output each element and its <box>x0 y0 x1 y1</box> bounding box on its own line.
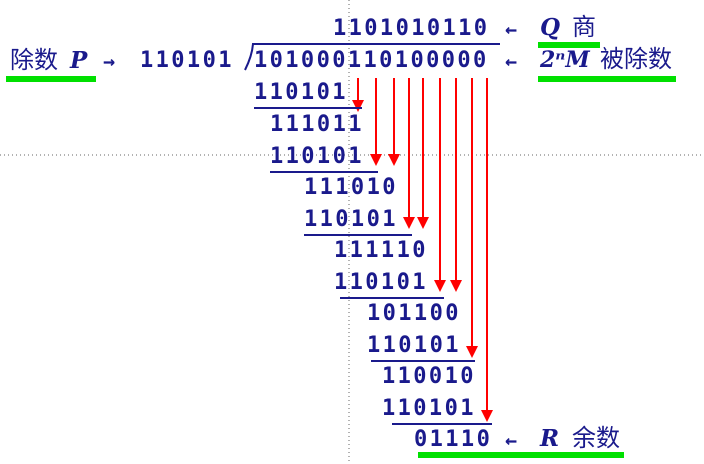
remainder-label: 余数 <box>572 424 620 452</box>
divisor-bits: 110101 <box>140 48 234 73</box>
red-arrows <box>352 78 493 422</box>
step-1-result: 111011 <box>270 112 364 137</box>
dividend-arrow: ← <box>505 49 518 73</box>
quotient-label: 商 <box>572 13 596 41</box>
dividend-variable: 2ⁿM <box>540 47 590 73</box>
step-2-underline <box>270 171 378 173</box>
step-3-subtrahend: 110101 <box>304 207 398 232</box>
step-5-subtrahend: 110101 <box>367 333 461 358</box>
step-4-underline <box>340 297 444 299</box>
quotient-arrow: ← <box>505 17 518 41</box>
step-1-subtrahend: 110101 <box>254 80 348 105</box>
divisor-variable: P <box>70 47 88 74</box>
dividend-label: 被除数 <box>600 45 672 73</box>
remainder-highlight <box>418 452 624 458</box>
step-4-subtrahend: 110101 <box>334 270 428 295</box>
step-1-underline <box>254 107 362 109</box>
remainder-bits: 01110 <box>414 427 493 452</box>
remainder-arrow: ← <box>505 428 518 452</box>
dividend-bits: 101000110100000 <box>254 48 489 73</box>
quotient-bits: 1101010110 <box>333 16 490 41</box>
step-5-underline <box>371 360 475 362</box>
division-bracket <box>244 43 500 71</box>
step-6-subtrahend: 110101 <box>382 396 476 421</box>
step-6-underline <box>392 423 492 425</box>
quotient-highlight <box>538 42 600 48</box>
quotient-variable: Q <box>540 14 561 41</box>
remainder-variable: R <box>540 425 560 452</box>
divisor-arrow: → <box>103 49 116 73</box>
step-5-result: 110010 <box>382 364 476 389</box>
step-3-underline <box>304 234 412 236</box>
step-3-result: 111110 <box>334 238 428 263</box>
divisor-highlight <box>6 76 96 82</box>
divisor-label: 除数 <box>10 46 58 74</box>
step-2-result: 111010 <box>304 175 398 200</box>
step-2-subtrahend: 110101 <box>270 144 364 169</box>
dividend-highlight <box>538 76 676 82</box>
step-4-result: 101100 <box>367 301 461 326</box>
